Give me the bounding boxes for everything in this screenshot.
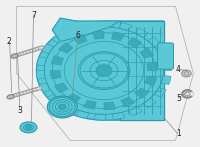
Wedge shape	[59, 43, 73, 53]
FancyBboxPatch shape	[158, 43, 173, 69]
Wedge shape	[144, 76, 157, 86]
Wedge shape	[83, 22, 95, 29]
Circle shape	[44, 27, 164, 114]
Wedge shape	[66, 26, 79, 35]
Ellipse shape	[20, 122, 37, 133]
Wedge shape	[66, 93, 80, 104]
Ellipse shape	[11, 54, 18, 58]
Wedge shape	[92, 31, 104, 39]
Wedge shape	[102, 21, 114, 27]
Wedge shape	[76, 110, 89, 118]
Text: 4: 4	[176, 65, 181, 74]
Text: 5: 5	[176, 94, 181, 103]
Wedge shape	[147, 62, 158, 71]
Wedge shape	[47, 94, 60, 104]
Polygon shape	[36, 21, 164, 120]
Wedge shape	[140, 48, 154, 58]
Wedge shape	[52, 33, 65, 43]
Wedge shape	[154, 88, 166, 97]
Ellipse shape	[7, 95, 14, 99]
Wedge shape	[143, 98, 156, 108]
Circle shape	[80, 53, 128, 88]
Wedge shape	[157, 49, 169, 58]
Wedge shape	[42, 44, 54, 54]
Wedge shape	[129, 107, 142, 116]
Wedge shape	[73, 34, 87, 44]
Wedge shape	[128, 37, 142, 48]
Wedge shape	[60, 104, 73, 113]
Circle shape	[26, 125, 31, 130]
Wedge shape	[50, 71, 61, 79]
Polygon shape	[52, 18, 120, 41]
Wedge shape	[39, 83, 51, 92]
Wedge shape	[187, 92, 193, 96]
Wedge shape	[37, 57, 47, 66]
Wedge shape	[161, 76, 171, 85]
Text: 3: 3	[17, 106, 22, 115]
Wedge shape	[54, 83, 68, 93]
Text: 2: 2	[6, 37, 11, 46]
Wedge shape	[104, 102, 115, 110]
Text: 7: 7	[31, 11, 36, 20]
Wedge shape	[94, 114, 106, 120]
Polygon shape	[120, 21, 164, 120]
Circle shape	[58, 104, 66, 110]
Circle shape	[47, 96, 77, 118]
Wedge shape	[36, 71, 45, 79]
Circle shape	[182, 70, 191, 77]
Wedge shape	[112, 32, 124, 41]
Circle shape	[96, 65, 112, 76]
Wedge shape	[121, 97, 135, 107]
Wedge shape	[119, 23, 132, 31]
Wedge shape	[135, 88, 149, 98]
Text: 6: 6	[76, 31, 81, 40]
Wedge shape	[148, 37, 161, 47]
Wedge shape	[51, 56, 64, 65]
Wedge shape	[83, 100, 96, 109]
Wedge shape	[112, 112, 125, 120]
Wedge shape	[135, 28, 148, 38]
Text: 1: 1	[176, 129, 181, 138]
Wedge shape	[163, 62, 172, 71]
